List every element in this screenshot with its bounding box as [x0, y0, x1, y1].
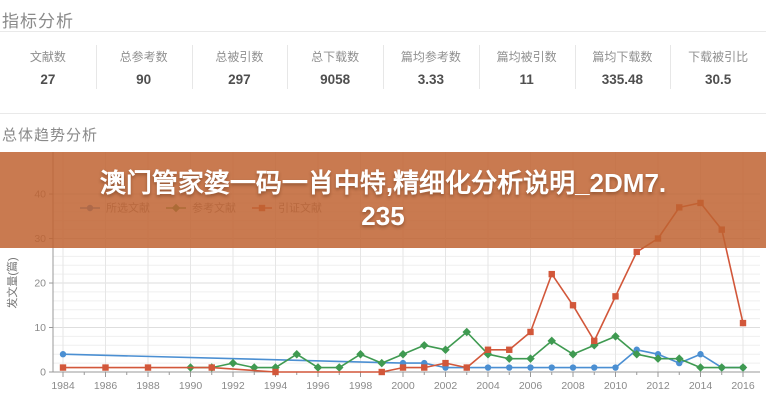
y-axis-title: 发文量(篇)	[5, 257, 19, 308]
metric-value: 297	[228, 71, 251, 87]
x-tick-label: 1994	[264, 380, 288, 392]
overlay-text-line1: 澳门管家婆一码一肖中特,精细化分析说明_2DM7.	[99, 168, 667, 198]
metric-cell-3: 总下载数 9058	[287, 42, 383, 92]
divider	[0, 31, 766, 32]
x-tick-label: 1992	[221, 380, 245, 392]
metric-cell-4: 篇均参考数 3.33	[383, 42, 479, 92]
metric-cell-6: 篇均下载数 335.48	[574, 42, 671, 92]
x-tick-label: 2002	[434, 380, 458, 392]
metric-cell-0: 文献数 27	[0, 42, 96, 92]
y-tick-label: 20	[34, 278, 46, 290]
metric-label: 总参考数	[119, 49, 168, 64]
x-tick-label: 1988	[136, 380, 160, 392]
metric-value: 90	[136, 71, 152, 87]
metric-cell-2: 总被引数 297	[191, 42, 288, 92]
metric-value: 9058	[320, 71, 351, 87]
x-tick-label: 1986	[94, 380, 118, 392]
trend-section-title: 总体趋势分析	[2, 127, 99, 144]
x-tick-label: 2008	[561, 380, 585, 392]
metric-label: 篇均下载数	[592, 49, 653, 64]
x-tick-label: 2012	[646, 380, 670, 392]
y-tick-label: 0	[40, 367, 46, 379]
metric-label: 篇均参考数	[400, 49, 461, 64]
metric-label: 下载被引比	[688, 49, 749, 64]
metric-label: 篇均被引数	[496, 49, 557, 64]
metric-label: 文献数	[29, 49, 66, 64]
x-tick-label: 2016	[731, 380, 755, 392]
overlay-text-line2: 235	[361, 201, 405, 231]
metric-cell-7: 下载被引比 30.5	[670, 42, 766, 92]
metric-value: 335.48	[601, 71, 644, 87]
divider	[0, 113, 766, 114]
metric-cell-5: 篇均被引数 11	[478, 42, 575, 92]
metric-value: 3.33	[417, 71, 445, 87]
metric-value: 30.5	[704, 71, 732, 87]
x-tick-label: 1984	[51, 380, 75, 392]
metric-cell-1: 总参考数 90	[95, 42, 192, 92]
x-tick-label: 2000	[391, 380, 415, 392]
x-tick-label: 1998	[349, 380, 373, 392]
metric-value: 11	[519, 71, 534, 87]
metrics-row: 文献数 27 总参考数 90 总被引数 297 总下载数 9058 篇均参考数 3.33 篇均被引数…	[0, 42, 766, 92]
x-tick-label: 2014	[689, 380, 713, 392]
x-tick-label: 2004	[476, 380, 500, 392]
x-tick-label: 1990	[179, 380, 203, 392]
watermark-overlay-banner: 澳门管家婆一码一肖中特,精细化分析说明_2DM7. 235	[0, 152, 766, 248]
metric-value: 27	[40, 71, 56, 87]
x-tick-label: 2010	[604, 380, 628, 392]
x-tick-label: 1996	[306, 380, 330, 392]
metric-label: 总下载数	[311, 49, 360, 64]
indicator-section-title: 指标分析	[2, 12, 74, 31]
y-tick-label: 10	[34, 322, 46, 334]
metric-label: 总被引数	[215, 49, 264, 64]
x-tick-label: 2006	[519, 380, 543, 392]
